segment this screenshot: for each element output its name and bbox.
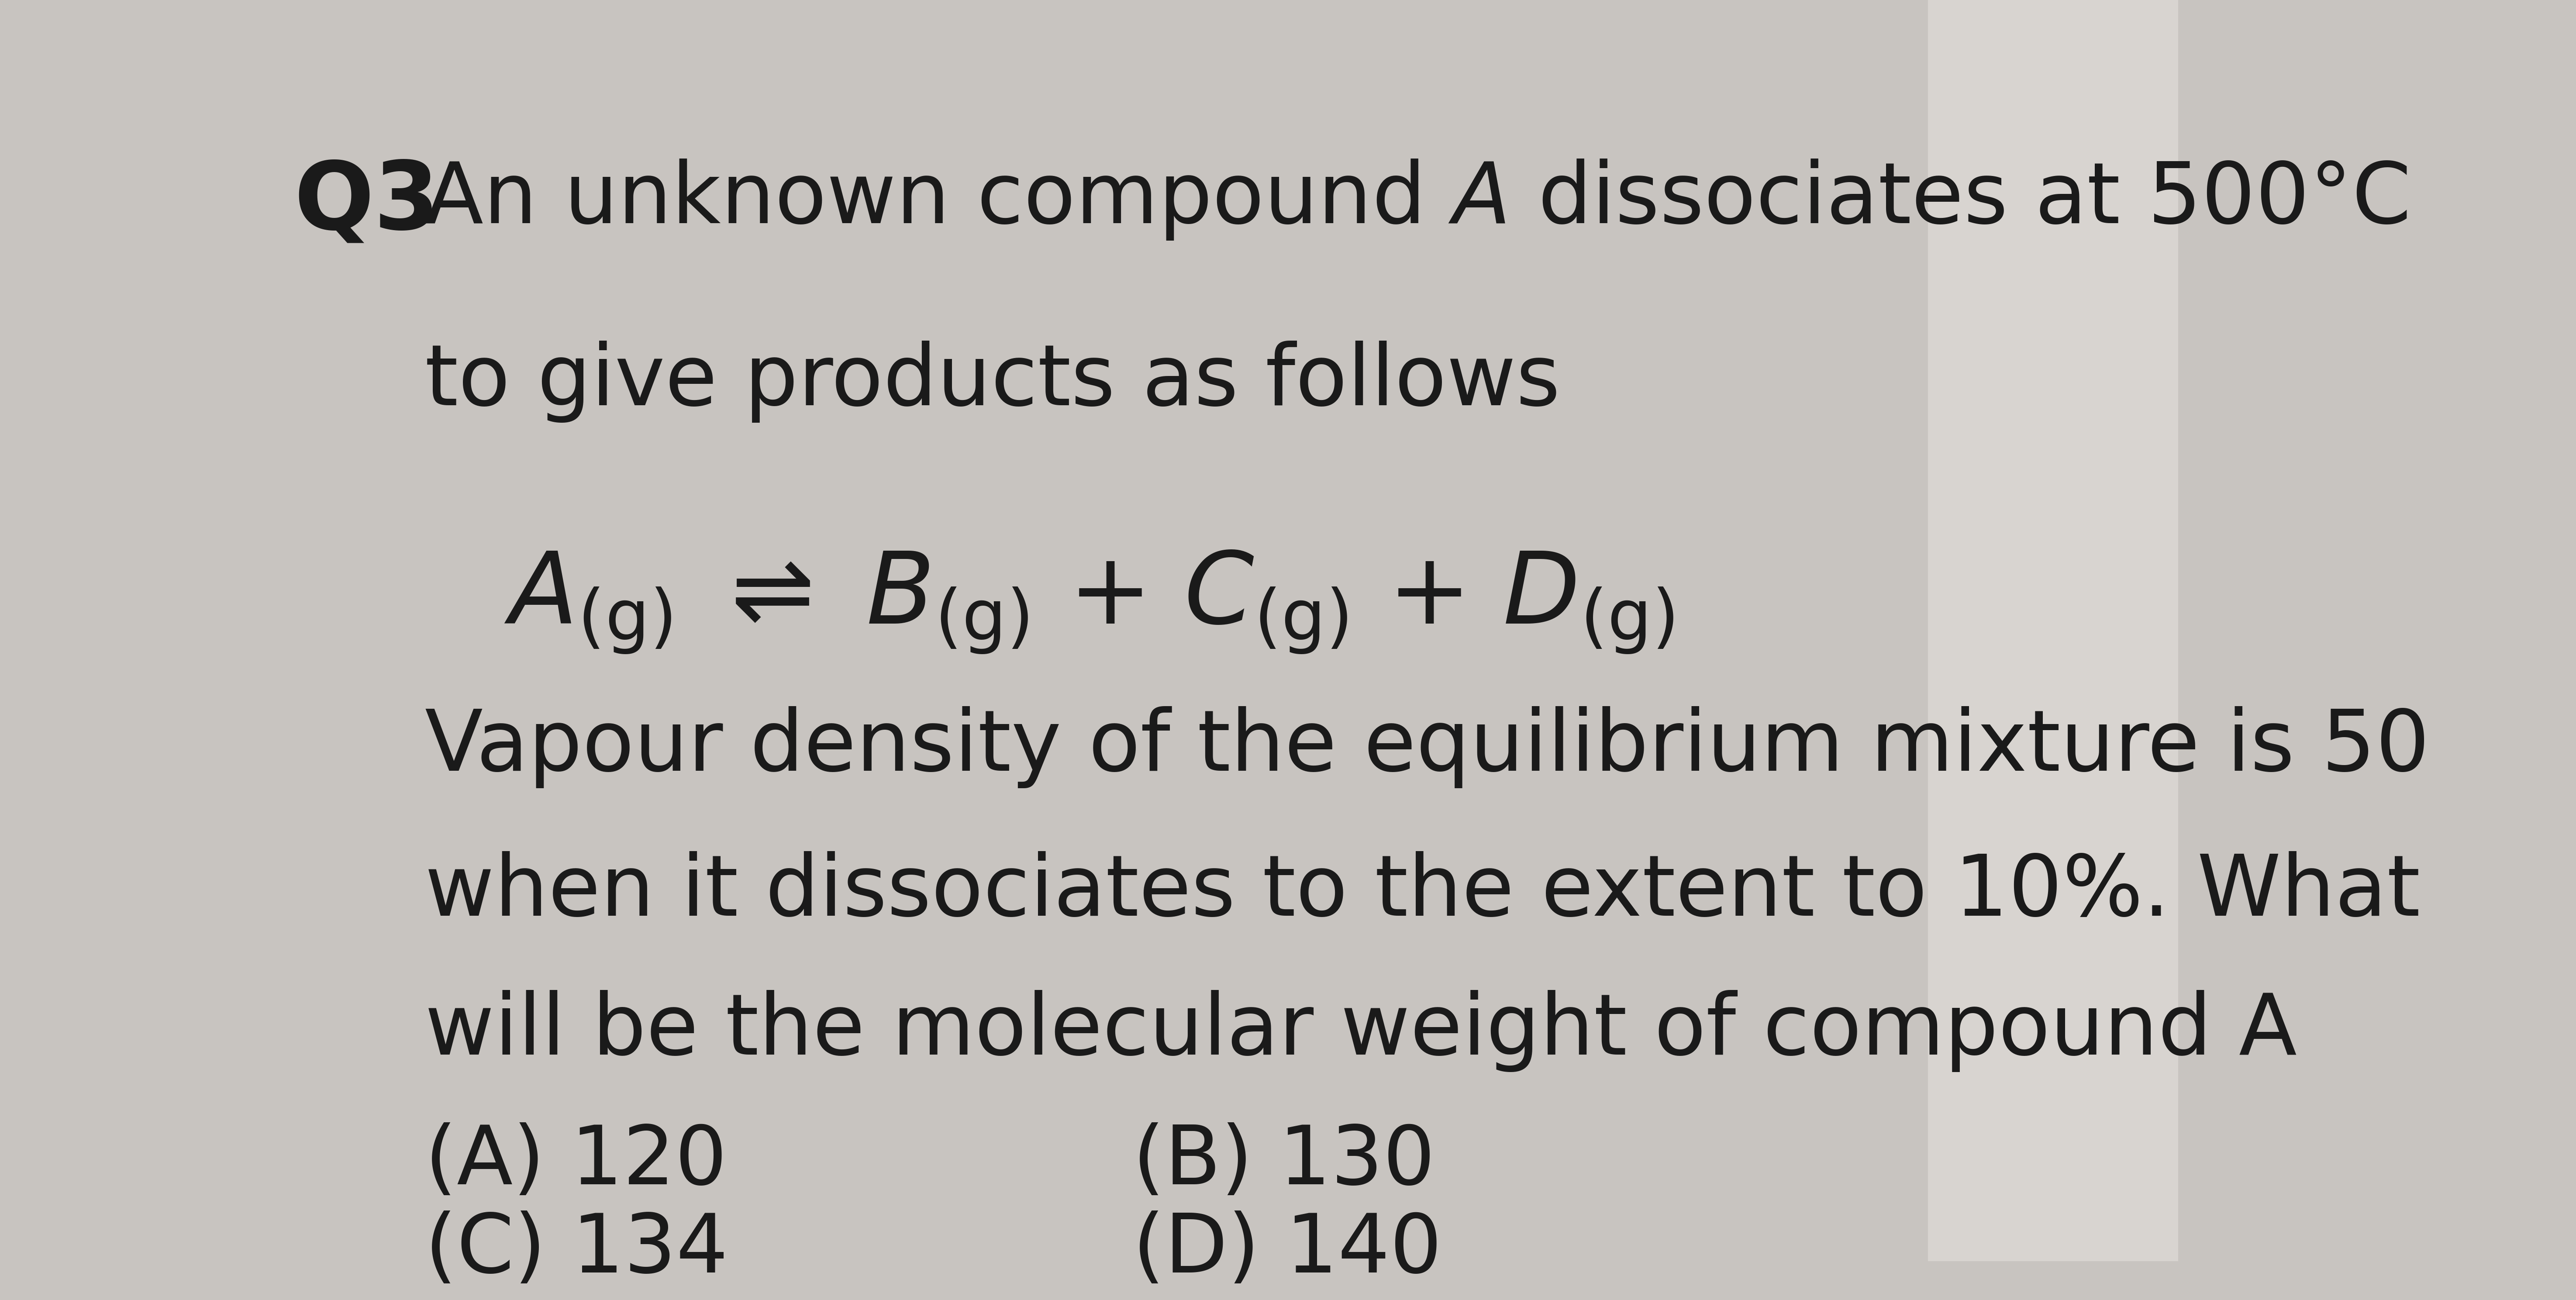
FancyBboxPatch shape — [1927, 0, 2179, 1261]
Text: (A) 120: (A) 120 — [425, 1122, 726, 1201]
Text: when it dissociates to the extent to 10%. What: when it dissociates to the extent to 10%… — [425, 852, 2419, 933]
Text: (D) 140: (D) 140 — [1133, 1210, 1443, 1290]
Text: (B) 130: (B) 130 — [1133, 1122, 1435, 1201]
Text: Q3: Q3 — [294, 157, 440, 248]
Text: to give products as follows: to give products as follows — [425, 341, 1561, 423]
Text: $\mathit{A}_{(\mathrm{g})}$ $\rightleftharpoons$ $\mathit{B}_{(\mathrm{g})}$ $+$: $\mathit{A}_{(\mathrm{g})}$ $\rightlefth… — [505, 549, 1674, 655]
Text: (C) 134: (C) 134 — [425, 1210, 729, 1290]
Text: Vapour density of the equilibrium mixture is 50: Vapour density of the equilibrium mixtur… — [425, 706, 2429, 788]
Text: An unknown compound $\mathbf{\mathit{A}}$ dissociates at 500°C: An unknown compound $\mathbf{\mathit{A}}… — [425, 157, 2406, 242]
Text: will be the molecular weight of compound A: will be the molecular weight of compound… — [425, 989, 2298, 1072]
